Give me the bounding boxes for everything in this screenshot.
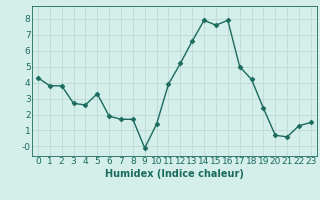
X-axis label: Humidex (Indice chaleur): Humidex (Indice chaleur) <box>105 169 244 179</box>
